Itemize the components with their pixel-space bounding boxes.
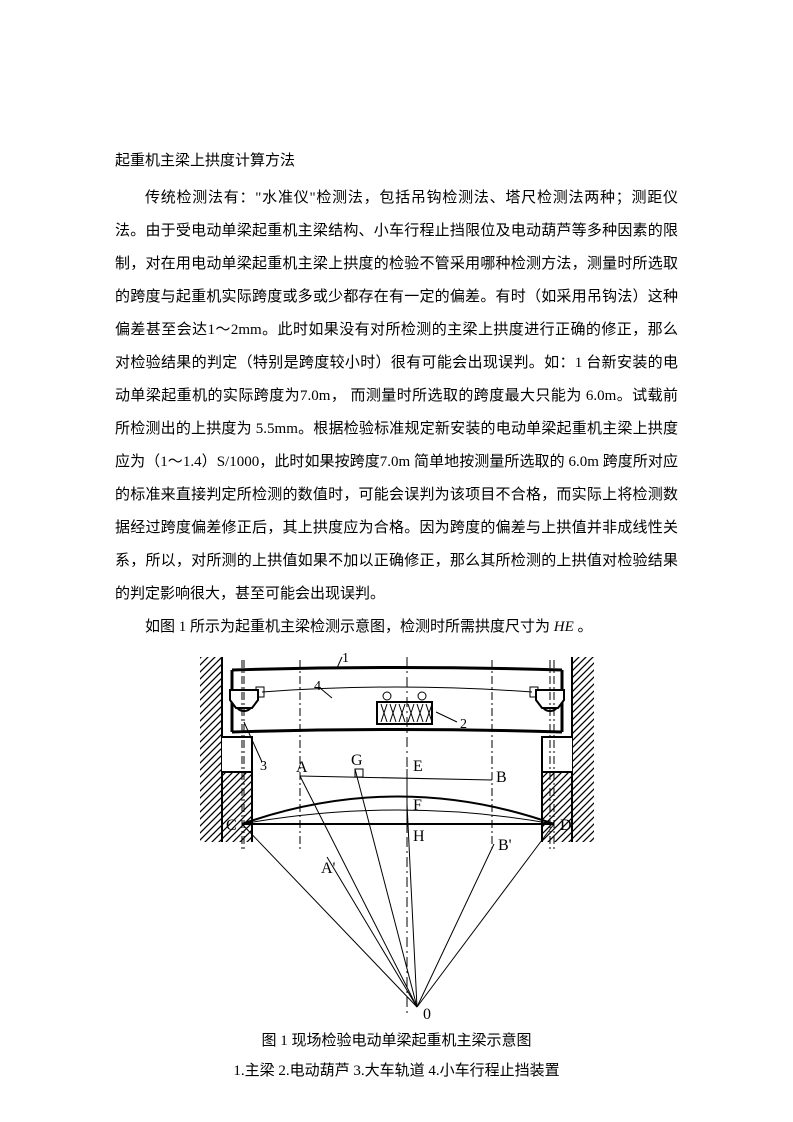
svg-text:4: 4 [314,679,321,694]
svg-text:F: F [413,797,422,814]
svg-text:B': B' [498,837,512,854]
svg-text:A: A [296,759,308,776]
svg-text:E: E [413,758,423,775]
svg-text:1: 1 [342,652,349,666]
svg-text:A': A' [321,860,336,877]
paragraph-2-italic: HE [554,619,574,635]
svg-text:G: G [351,752,363,769]
svg-text:3: 3 [260,759,267,774]
svg-text:B: B [496,769,507,786]
svg-text:C: C [226,817,237,834]
paragraph-1: 传统检测法有："水准仪"检测法，包括吊钩检测法、塔尺检测法两种；测距仪法。由于受… [115,182,678,611]
svg-text:0: 0 [423,1006,431,1022]
crane-beam-diagram: 1 2 3 4 A B C D E F G H A' B' 0 [192,652,602,1022]
figure-caption: 图 1 现场检验电动单梁起重机主梁示意图 [261,1026,531,1056]
paragraph-2-suffix: 。 [574,619,593,635]
svg-text:D: D [560,817,572,834]
paragraph-2-prefix: 如图 1 所示为起重机主梁检测示意图，检测时所需拱度尺寸为 [145,619,554,635]
svg-text:2: 2 [460,717,467,732]
svg-text:H: H [413,828,425,845]
document-title: 起重机主梁上拱度计算方法 [115,145,678,178]
figure-legend: 1.主梁 2.电动葫芦 3.大车轨道 4.小车行程止挡装置 [233,1056,559,1086]
figure-container: 1 2 3 4 A B C D E F G H A' B' 0 图 1 现场检验电动单梁起重机主梁示意图 1… [115,652,678,1086]
paragraph-2: 如图 1 所示为起重机主梁检测示意图，检测时所需拱度尺寸为 HE 。 [115,611,678,644]
